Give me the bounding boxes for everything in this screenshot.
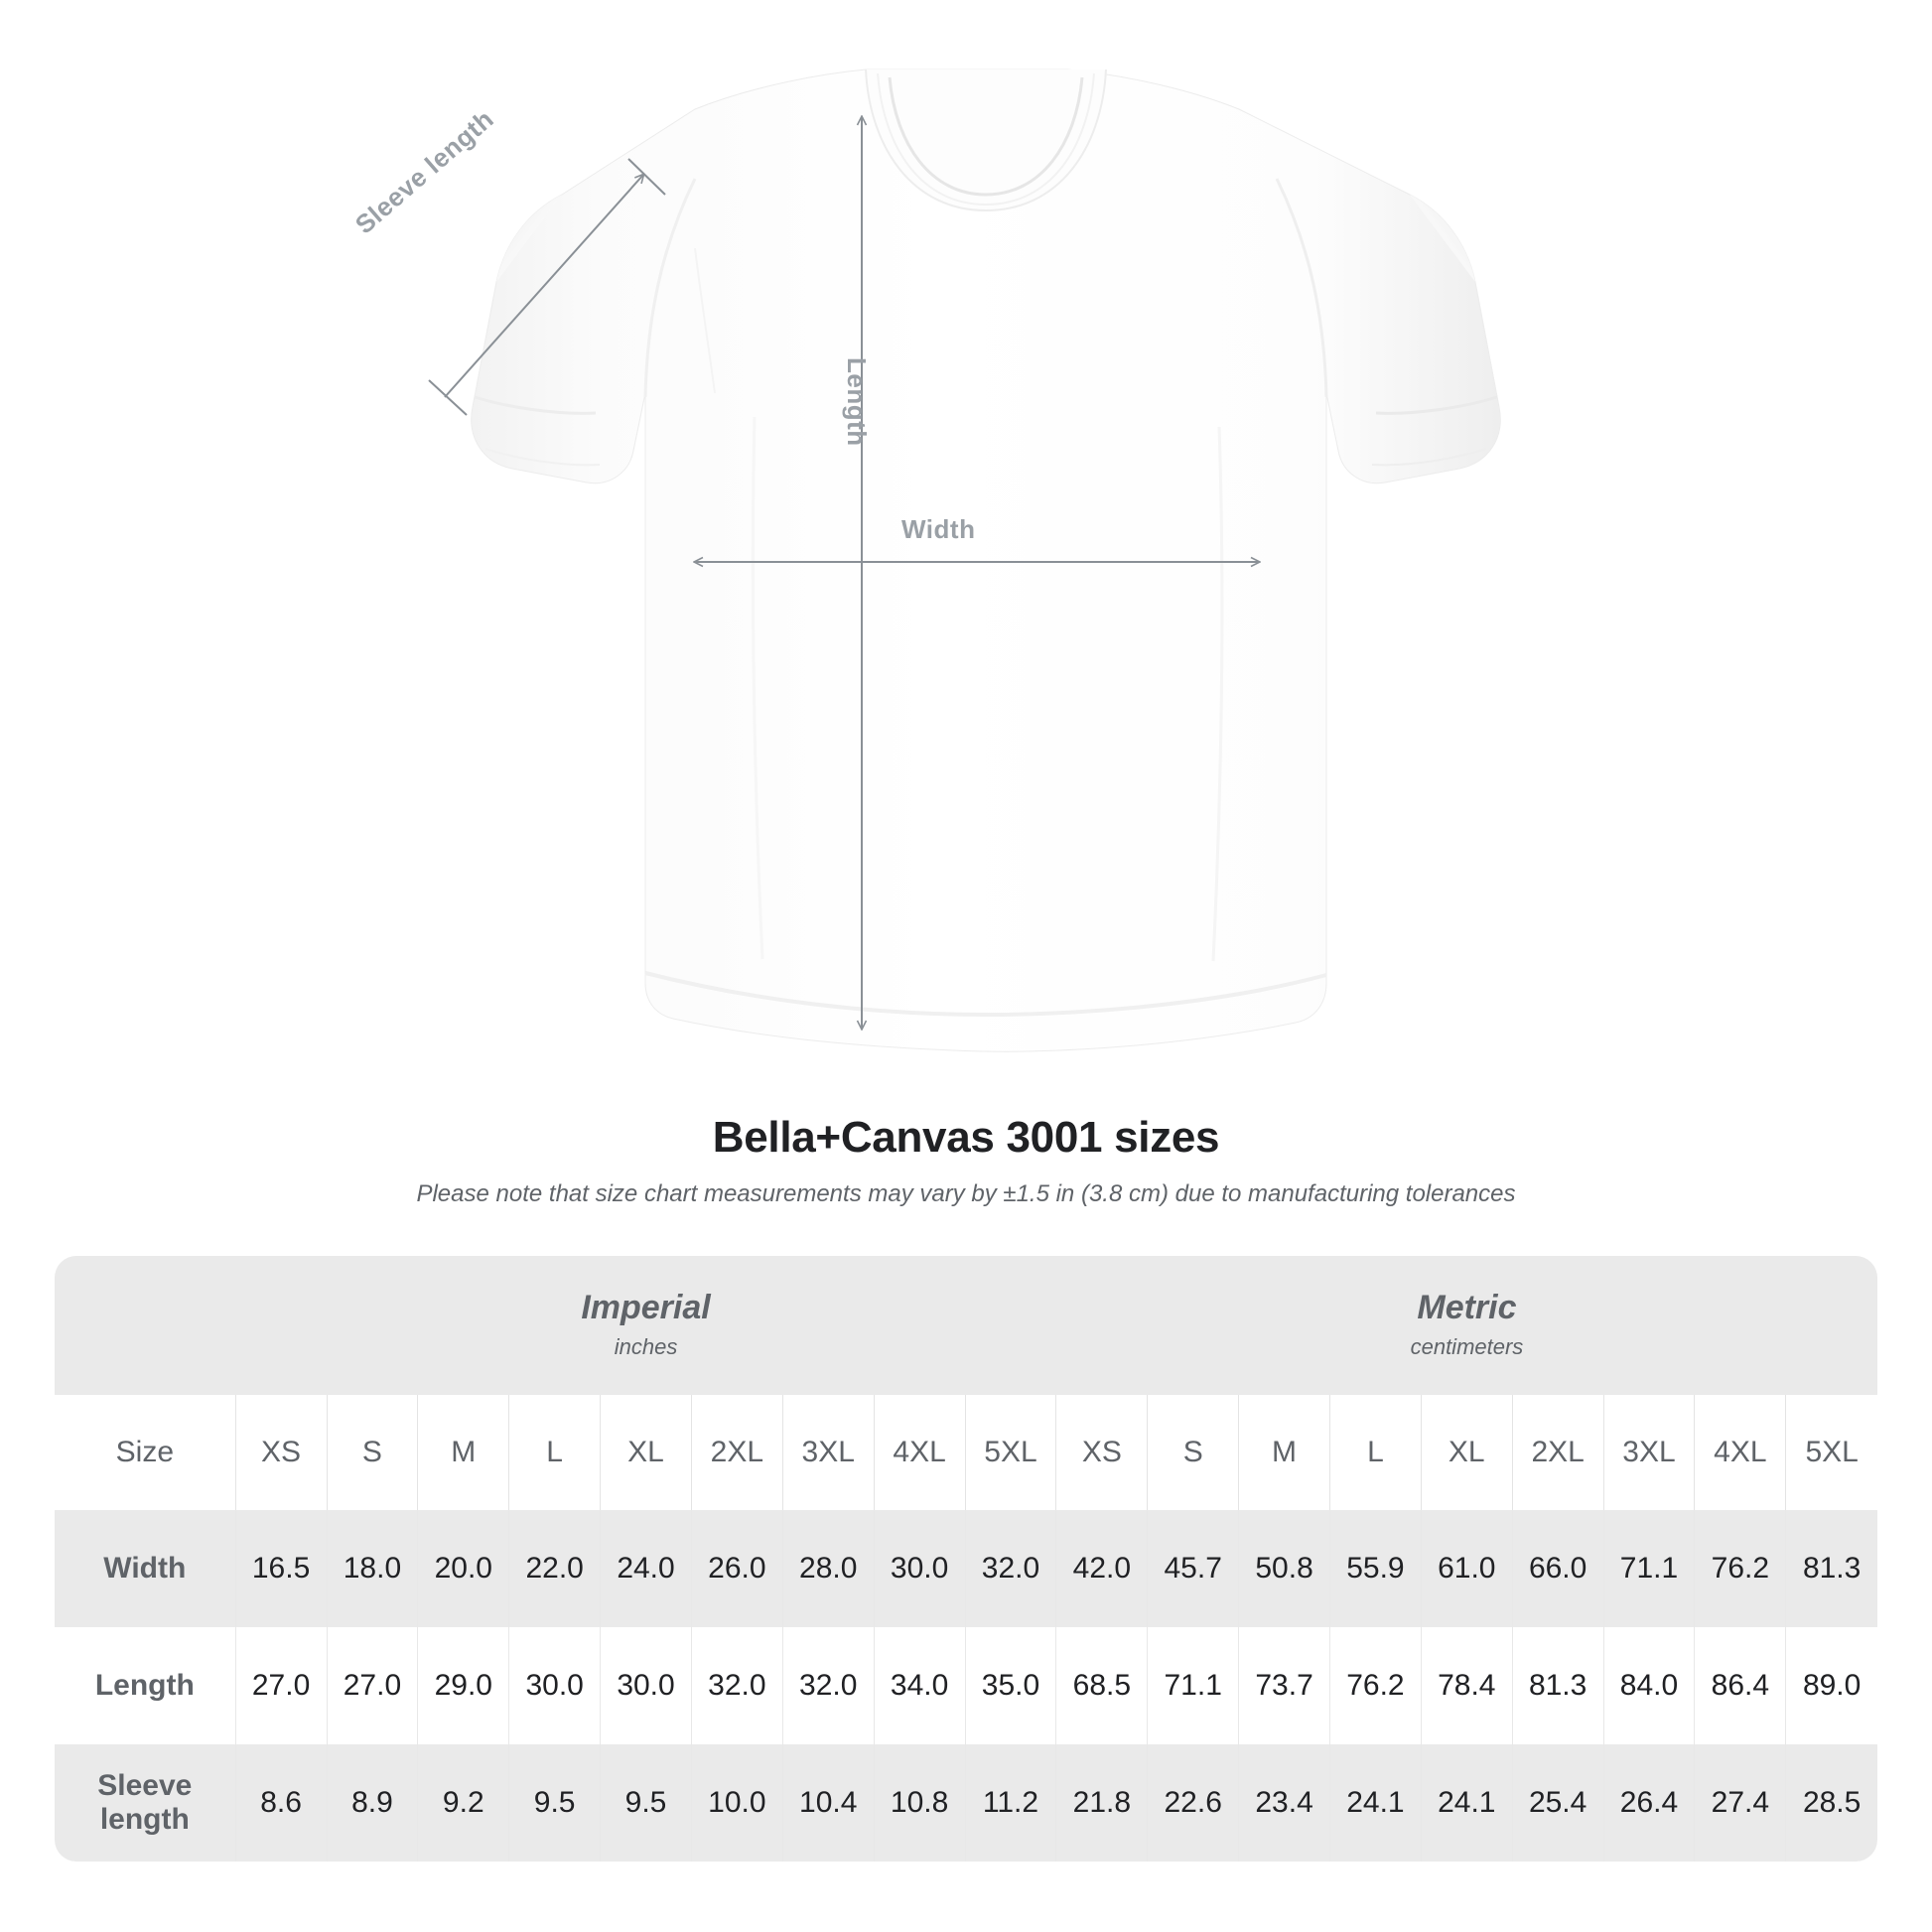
cell-value: 28.5 xyxy=(1785,1744,1877,1862)
cell-value: 86.4 xyxy=(1694,1627,1786,1744)
size-chart-table: Imperial inches Metric centimeters Size … xyxy=(55,1256,1877,1862)
unit-group-imperial-name: Imperial xyxy=(581,1289,711,1327)
cell-value: 24.1 xyxy=(1420,1744,1513,1862)
cell-value: 18.0 xyxy=(326,1510,418,1627)
cell-value: 29.0 xyxy=(417,1627,509,1744)
unit-group-metric: Metric centimeters xyxy=(1055,1256,1877,1395)
cell-value: 32.0 xyxy=(781,1627,875,1744)
cell-value: 9.5 xyxy=(508,1744,601,1862)
size-header-label: Size xyxy=(55,1395,236,1510)
cell-value: 76.2 xyxy=(1328,1627,1422,1744)
cell-value: 30.0 xyxy=(508,1627,601,1744)
size-col-header: 3XL xyxy=(781,1395,875,1510)
cell-value: 45.7 xyxy=(1147,1510,1239,1627)
size-col-header: M xyxy=(1238,1395,1330,1510)
size-col-header: XL xyxy=(600,1395,692,1510)
cell-value: 27.0 xyxy=(326,1627,418,1744)
cell-value: 11.2 xyxy=(964,1744,1056,1862)
cell-value: 76.2 xyxy=(1694,1510,1786,1627)
cell-value: 27.4 xyxy=(1694,1744,1786,1862)
size-table-container: Imperial inches Metric centimeters Size … xyxy=(55,1256,1877,1862)
unit-group-imperial: Imperial inches xyxy=(235,1256,1056,1395)
cell-value: 55.9 xyxy=(1328,1510,1422,1627)
shirt-body-shape xyxy=(471,69,1501,1052)
table-row: Width 16.5 18.0 20.0 22.0 24.0 26.0 28.0… xyxy=(55,1510,1877,1627)
cell-value: 23.4 xyxy=(1238,1744,1330,1862)
cell-value: 25.4 xyxy=(1511,1744,1604,1862)
cell-value: 66.0 xyxy=(1511,1510,1604,1627)
cell-value: 24.1 xyxy=(1328,1744,1422,1862)
unit-group-row: Imperial inches Metric centimeters xyxy=(55,1256,1877,1395)
size-col-header: 5XL xyxy=(1785,1395,1877,1510)
title-block: Bella+Canvas 3001 sizes Please note that… xyxy=(0,1107,1932,1208)
unit-group-imperial-sub: inches xyxy=(614,1333,678,1359)
size-col-header: 3XL xyxy=(1602,1395,1695,1510)
length-label: Length xyxy=(842,357,872,447)
cell-value: 78.4 xyxy=(1420,1627,1513,1744)
unit-group-metric-name: Metric xyxy=(1417,1289,1517,1327)
cell-value: 34.0 xyxy=(873,1627,966,1744)
cell-value: 71.1 xyxy=(1147,1627,1239,1744)
cell-value: 10.4 xyxy=(781,1744,875,1862)
size-col-header: 2XL xyxy=(1511,1395,1604,1510)
cell-value: 26.0 xyxy=(690,1510,783,1627)
size-col-header: M xyxy=(417,1395,509,1510)
cell-value: 21.8 xyxy=(1055,1744,1148,1862)
tshirt-diagram xyxy=(428,69,1501,1052)
cell-value: 22.0 xyxy=(508,1510,601,1627)
size-col-header: 4XL xyxy=(1694,1395,1786,1510)
page-title: Bella+Canvas 3001 sizes xyxy=(712,1113,1220,1162)
cell-value: 50.8 xyxy=(1238,1510,1330,1627)
cell-value: 28.0 xyxy=(781,1510,875,1627)
size-col-header: 2XL xyxy=(690,1395,783,1510)
cell-value: 42.0 xyxy=(1055,1510,1148,1627)
size-col-header: 4XL xyxy=(873,1395,966,1510)
cell-value: 10.8 xyxy=(873,1744,966,1862)
size-col-header: S xyxy=(1147,1395,1239,1510)
cell-value: 61.0 xyxy=(1420,1510,1513,1627)
row-label-length: Length xyxy=(55,1627,236,1744)
cell-value: 32.0 xyxy=(964,1510,1056,1627)
cell-value: 8.6 xyxy=(234,1744,327,1862)
size-col-header: L xyxy=(508,1395,601,1510)
size-col-header: 5XL xyxy=(964,1395,1056,1510)
table-row: Sleeve length 8.6 8.9 9.2 9.5 9.5 10.0 1… xyxy=(55,1744,1877,1862)
size-col-header: L xyxy=(1328,1395,1422,1510)
size-col-header: XS xyxy=(1055,1395,1148,1510)
row-label-width: Width xyxy=(55,1510,236,1627)
unit-group-metric-sub: centimeters xyxy=(1410,1333,1524,1359)
unit-spacer xyxy=(55,1256,236,1395)
cell-value: 22.6 xyxy=(1147,1744,1239,1862)
cell-value: 20.0 xyxy=(417,1510,509,1627)
table-row: Length 27.0 27.0 29.0 30.0 30.0 32.0 32.… xyxy=(55,1627,1877,1744)
cell-value: 24.0 xyxy=(600,1510,692,1627)
size-col-header: XL xyxy=(1420,1395,1513,1510)
sleeve-length-arrow xyxy=(428,158,666,416)
cell-value: 8.9 xyxy=(326,1744,418,1862)
cell-value: 71.1 xyxy=(1602,1510,1695,1627)
cell-value: 30.0 xyxy=(873,1510,966,1627)
cell-value: 10.0 xyxy=(690,1744,783,1862)
cell-value: 26.4 xyxy=(1602,1744,1695,1862)
cell-value: 84.0 xyxy=(1602,1627,1695,1744)
size-header-row: Size XS S M L XL 2XL 3XL 4XL 5XL XS S M … xyxy=(55,1395,1877,1510)
cell-value: 81.3 xyxy=(1785,1510,1877,1627)
cell-value: 68.5 xyxy=(1055,1627,1148,1744)
width-label: Width xyxy=(901,514,976,544)
size-col-header: XS xyxy=(234,1395,327,1510)
cell-value: 9.5 xyxy=(600,1744,692,1862)
cell-value: 9.2 xyxy=(417,1744,509,1862)
cell-value: 27.0 xyxy=(234,1627,327,1744)
cell-value: 30.0 xyxy=(600,1627,692,1744)
cell-value: 16.5 xyxy=(234,1510,327,1627)
cell-value: 32.0 xyxy=(690,1627,783,1744)
tolerance-note: Please note that size chart measurements… xyxy=(416,1180,1516,1207)
cell-value: 73.7 xyxy=(1238,1627,1330,1744)
tshirt-illustration: Sleeve length Length Width xyxy=(349,69,1501,1052)
cell-value: 89.0 xyxy=(1785,1627,1877,1744)
size-col-header: S xyxy=(326,1395,418,1510)
row-label-sleeve-length: Sleeve length xyxy=(55,1744,236,1862)
cell-value: 35.0 xyxy=(964,1627,1056,1744)
cell-value: 81.3 xyxy=(1511,1627,1604,1744)
